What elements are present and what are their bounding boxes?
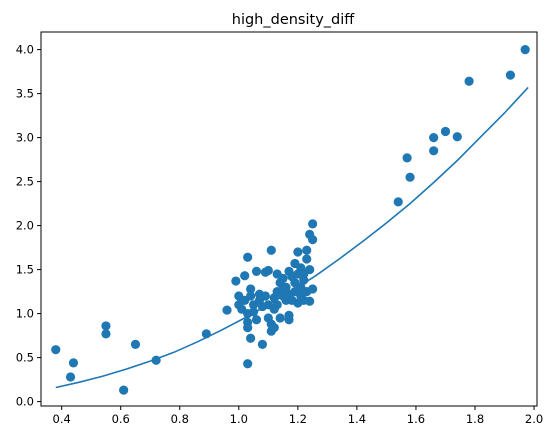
data-point — [251, 266, 262, 276]
data-point — [246, 284, 256, 294]
data-point — [275, 313, 285, 323]
data-point — [51, 345, 61, 355]
data-point — [452, 132, 462, 142]
data-point — [266, 245, 276, 255]
data-point — [393, 197, 403, 207]
data-point — [284, 310, 294, 320]
data-point — [272, 300, 282, 310]
data-point — [246, 291, 256, 301]
y-tick-label: 4.0 — [16, 43, 34, 57]
y-tick-label: 1.5 — [16, 263, 34, 277]
data-point — [429, 146, 439, 156]
data-point — [260, 291, 270, 301]
data-point — [305, 265, 315, 275]
plot-area — [51, 45, 530, 395]
data-point — [308, 284, 318, 294]
data-point — [278, 273, 288, 283]
data-point — [68, 358, 79, 368]
data-point — [246, 333, 256, 343]
data-point — [222, 305, 232, 315]
x-tick-label: 2.0 — [525, 412, 543, 426]
x-axis: 0.4 0.6 0.8 1.0 1.2 1.4 1.6 1.8 2.0 — [53, 406, 543, 426]
y-tick-label: 0.0 — [16, 395, 34, 409]
data-point — [101, 321, 111, 331]
data-point — [263, 265, 273, 276]
data-point — [243, 359, 253, 369]
data-point — [65, 372, 76, 382]
x-tick-label: 1.4 — [348, 412, 366, 426]
x-tick-label: 1.2 — [289, 412, 307, 426]
y-tick-label: 2.0 — [16, 219, 34, 233]
data-point — [405, 172, 415, 182]
data-point — [251, 315, 262, 325]
y-tick-label: 3.5 — [16, 87, 34, 101]
data-point — [257, 339, 268, 349]
data-point — [240, 271, 250, 281]
data-point — [308, 219, 318, 229]
y-tick-label: 3.0 — [16, 131, 34, 145]
x-tick-label: 0.4 — [53, 412, 71, 426]
data-point — [402, 153, 412, 163]
data-point — [302, 245, 312, 255]
data-point — [101, 329, 111, 339]
data-point — [130, 339, 141, 349]
y-tick-label: 2.5 — [16, 175, 34, 189]
fit-curve — [55, 86, 529, 389]
y-axis: 0.0 0.5 1.0 1.5 2.0 2.5 3.0 3.5 4.0 — [16, 43, 41, 409]
x-tick-label: 1.0 — [230, 412, 248, 426]
data-point — [281, 282, 291, 292]
data-point — [308, 235, 318, 245]
data-point — [464, 76, 474, 86]
data-point — [293, 247, 303, 257]
data-point — [505, 70, 516, 80]
chart-title: high_density_diff — [232, 12, 356, 28]
x-tick-label: 0.8 — [171, 412, 189, 426]
y-tick-label: 1.0 — [16, 307, 34, 321]
data-point — [440, 126, 451, 137]
axes-frame — [40, 31, 538, 407]
data-point — [119, 385, 129, 395]
x-tick-label: 1.8 — [466, 412, 484, 426]
data-point — [231, 276, 241, 286]
data-point — [243, 252, 253, 262]
data-point — [305, 296, 315, 306]
data-point — [269, 323, 279, 333]
x-tick-label: 0.6 — [112, 412, 130, 426]
data-point — [243, 317, 253, 327]
data-point — [302, 254, 312, 264]
data-point — [429, 133, 439, 143]
y-tick-label: 0.5 — [16, 351, 34, 365]
x-tick-label: 1.6 — [407, 412, 425, 426]
data-point — [520, 45, 530, 55]
